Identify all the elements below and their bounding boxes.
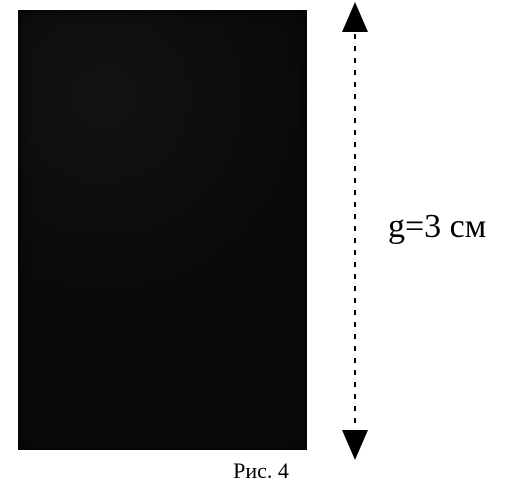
dimension-line bbox=[354, 22, 356, 440]
dimension-label: g=3 см bbox=[388, 210, 486, 244]
sample-rectangle bbox=[18, 10, 307, 450]
dimension-arrowhead-bottom bbox=[342, 430, 368, 460]
figure-caption: Рис. 4 bbox=[0, 458, 522, 484]
figure-container: g=3 см Рис. 4 bbox=[0, 0, 522, 500]
